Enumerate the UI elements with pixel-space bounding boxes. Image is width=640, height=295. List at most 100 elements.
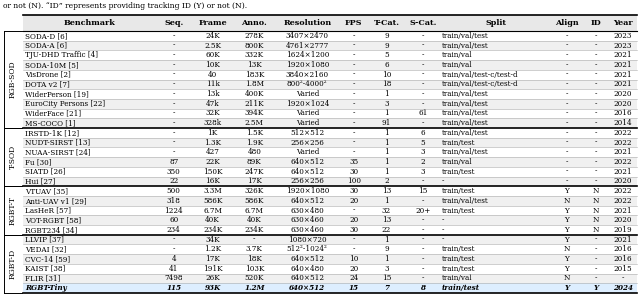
Text: 630×460: 630×460 [291, 226, 324, 234]
Text: 234: 234 [167, 226, 180, 234]
Text: -: - [566, 32, 568, 40]
Text: KAIST [38]: KAIST [38] [25, 265, 65, 273]
Text: 234K: 234K [203, 226, 222, 234]
Text: ID: ID [590, 19, 601, 27]
Text: -: - [172, 61, 175, 69]
Text: -: - [422, 119, 424, 127]
Text: WiderFace [21]: WiderFace [21] [25, 109, 81, 117]
Text: -: - [353, 129, 355, 137]
Text: 2015: 2015 [613, 265, 632, 273]
Text: 24K: 24K [205, 32, 220, 40]
Text: train/val/test: train/val/test [442, 129, 489, 137]
Text: -: - [422, 236, 424, 244]
Bar [23, 109, 637, 118]
Text: -: - [595, 61, 597, 69]
Text: 191K: 191K [203, 265, 223, 273]
Text: -: - [566, 51, 568, 59]
Text: 800K: 800K [244, 42, 264, 50]
Text: 5: 5 [384, 51, 388, 59]
Text: -: - [595, 109, 597, 117]
Text: 3840×2160: 3840×2160 [285, 71, 329, 79]
Text: 11k: 11k [205, 80, 220, 88]
Text: 512²-1024²: 512²-1024² [287, 245, 328, 253]
Text: 6: 6 [420, 129, 425, 137]
Text: T-SOD: T-SOD [9, 145, 17, 169]
Text: -: - [422, 100, 424, 108]
Text: -: - [566, 109, 568, 117]
Text: WiderPerson [19]: WiderPerson [19] [25, 90, 89, 98]
Text: train/val/test: train/val/test [442, 148, 489, 156]
Text: 2021: 2021 [613, 80, 632, 88]
Text: -: - [422, 90, 424, 98]
Text: 6: 6 [384, 61, 388, 69]
Text: -: - [172, 109, 175, 117]
Text: -: - [595, 90, 597, 98]
Text: N: N [593, 206, 599, 214]
Text: 7: 7 [384, 284, 389, 292]
Text: Y: Y [564, 255, 570, 263]
Text: -: - [595, 129, 597, 137]
Text: 183K: 183K [244, 71, 264, 79]
Text: 2022: 2022 [613, 129, 632, 137]
Bar [23, 167, 637, 176]
Text: -: - [353, 61, 355, 69]
Text: 41: 41 [169, 265, 179, 273]
Text: 332K: 332K [244, 51, 264, 59]
Text: MS-COCO [1]: MS-COCO [1] [25, 119, 76, 127]
Text: -: - [353, 90, 355, 98]
Text: SIATD [26]: SIATD [26] [25, 168, 65, 176]
Text: -: - [172, 148, 175, 156]
Text: 1: 1 [384, 90, 388, 98]
Text: 640×512: 640×512 [291, 168, 324, 176]
Text: -: - [353, 139, 355, 147]
Text: 2021: 2021 [613, 206, 632, 214]
Text: 40K: 40K [247, 216, 262, 224]
Bar [23, 31, 637, 41]
Text: -: - [172, 245, 175, 253]
Text: 13K: 13K [247, 61, 262, 69]
Text: 480: 480 [247, 148, 261, 156]
Text: RGB-SOD: RGB-SOD [9, 61, 17, 98]
Text: train/test: train/test [442, 255, 476, 263]
Text: 30: 30 [349, 226, 358, 234]
Text: 2020: 2020 [613, 100, 632, 108]
Text: 15: 15 [349, 284, 359, 292]
Text: 3: 3 [384, 265, 388, 273]
Text: 9: 9 [384, 245, 388, 253]
Text: train/val/test: train/val/test [442, 90, 489, 98]
Text: 3.7K: 3.7K [246, 245, 263, 253]
Text: -: - [595, 139, 597, 147]
Text: 394K: 394K [244, 109, 264, 117]
Text: -: - [422, 51, 424, 59]
Text: 13k: 13k [206, 90, 220, 98]
Text: 8: 8 [420, 284, 425, 292]
Text: 89K: 89K [247, 158, 262, 166]
Text: 40K: 40K [205, 216, 220, 224]
Text: -: - [595, 119, 597, 127]
Text: train/test: train/test [442, 245, 476, 253]
Text: 586K: 586K [244, 197, 264, 205]
Text: train/test: train/test [442, 168, 476, 176]
Bar [23, 176, 637, 186]
Text: Y: Y [564, 265, 570, 273]
Text: 2: 2 [384, 177, 388, 185]
Text: -: - [353, 71, 355, 79]
Text: -: - [422, 42, 424, 50]
Text: -: - [595, 148, 597, 156]
Text: 24: 24 [349, 274, 358, 282]
Text: 2020: 2020 [613, 177, 632, 185]
Bar [23, 273, 637, 283]
Text: 500: 500 [167, 187, 180, 195]
Text: -: - [566, 148, 568, 156]
Bar [23, 283, 637, 293]
Text: train/val: train/val [442, 51, 472, 59]
Text: 520K: 520K [244, 274, 264, 282]
Text: 328k: 328k [204, 119, 221, 127]
Text: -: - [172, 119, 175, 127]
Text: 247K: 247K [244, 168, 264, 176]
Text: Y: Y [564, 284, 570, 292]
Text: RGBT234 [34]: RGBT234 [34] [25, 226, 77, 234]
Text: -: - [422, 274, 424, 282]
Text: 2016: 2016 [613, 255, 632, 263]
Text: 150K: 150K [203, 168, 223, 176]
